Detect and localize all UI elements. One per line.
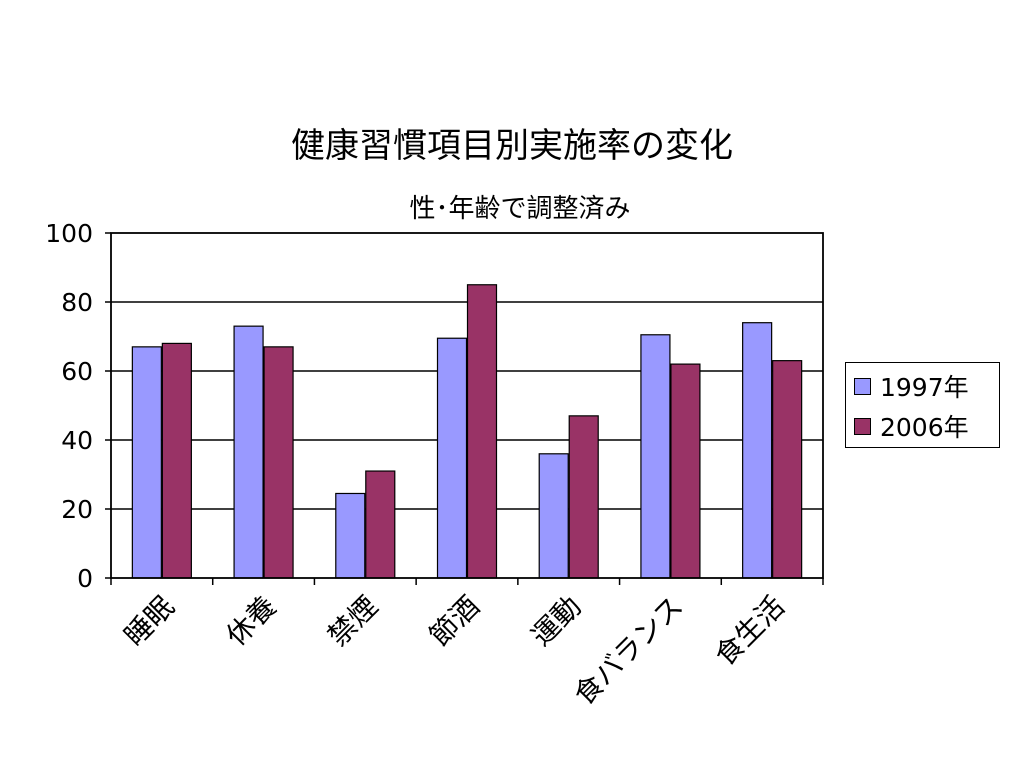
x-tick-label: 運動 [525, 590, 588, 653]
x-tick-label: 睡眠 [118, 590, 181, 653]
x-tick-label: 禁煙 [321, 590, 384, 653]
bar-1-1 [233, 325, 264, 579]
bar-1-2 [335, 492, 366, 579]
bar-2-4 [568, 415, 599, 579]
y-tick-label: 0 [77, 564, 93, 593]
y-tick-label: 80 [61, 288, 93, 317]
y-tick-label: 40 [61, 426, 93, 455]
plot-frame [110, 232, 824, 579]
bar-1-4 [538, 453, 569, 579]
legend-item-series-2: 2006年 [854, 411, 969, 442]
bar-2-6 [772, 360, 803, 579]
bar-2-5 [670, 363, 701, 579]
bar-1-5 [640, 334, 671, 579]
bar-2-3 [466, 284, 498, 579]
legend-swatch-series-1 [854, 377, 871, 395]
legend-label-series-1: 1997年 [880, 373, 969, 402]
x-tick-label: 食生活 [708, 590, 791, 673]
y-tick-label: 20 [61, 495, 93, 524]
bar-2-0 [161, 342, 192, 579]
x-tick-label: 休養 [220, 590, 283, 653]
x-tick-label: 節酒 [423, 590, 486, 653]
legend-item-series-1: 1997年 [854, 371, 969, 402]
bar-1-0 [131, 346, 162, 579]
y-tick-label: 100 [45, 219, 93, 248]
legend-swatch-series-2 [854, 417, 871, 435]
bar-2-2 [365, 470, 396, 579]
chart-title: 健康習慣項目別実施率の変化 [291, 126, 733, 166]
bar-1-3 [436, 337, 468, 579]
y-tick-label: 60 [61, 357, 93, 386]
bar-2-1 [263, 346, 294, 579]
chart-subtitle: 性･年齢で調整済み [409, 194, 631, 224]
legend-label-series-2: 2006年 [880, 413, 969, 442]
bar-1-6 [742, 322, 773, 579]
chart-legend: 1997年 2006年 [845, 362, 1000, 448]
x-tick-label: 食バランス [567, 590, 689, 712]
